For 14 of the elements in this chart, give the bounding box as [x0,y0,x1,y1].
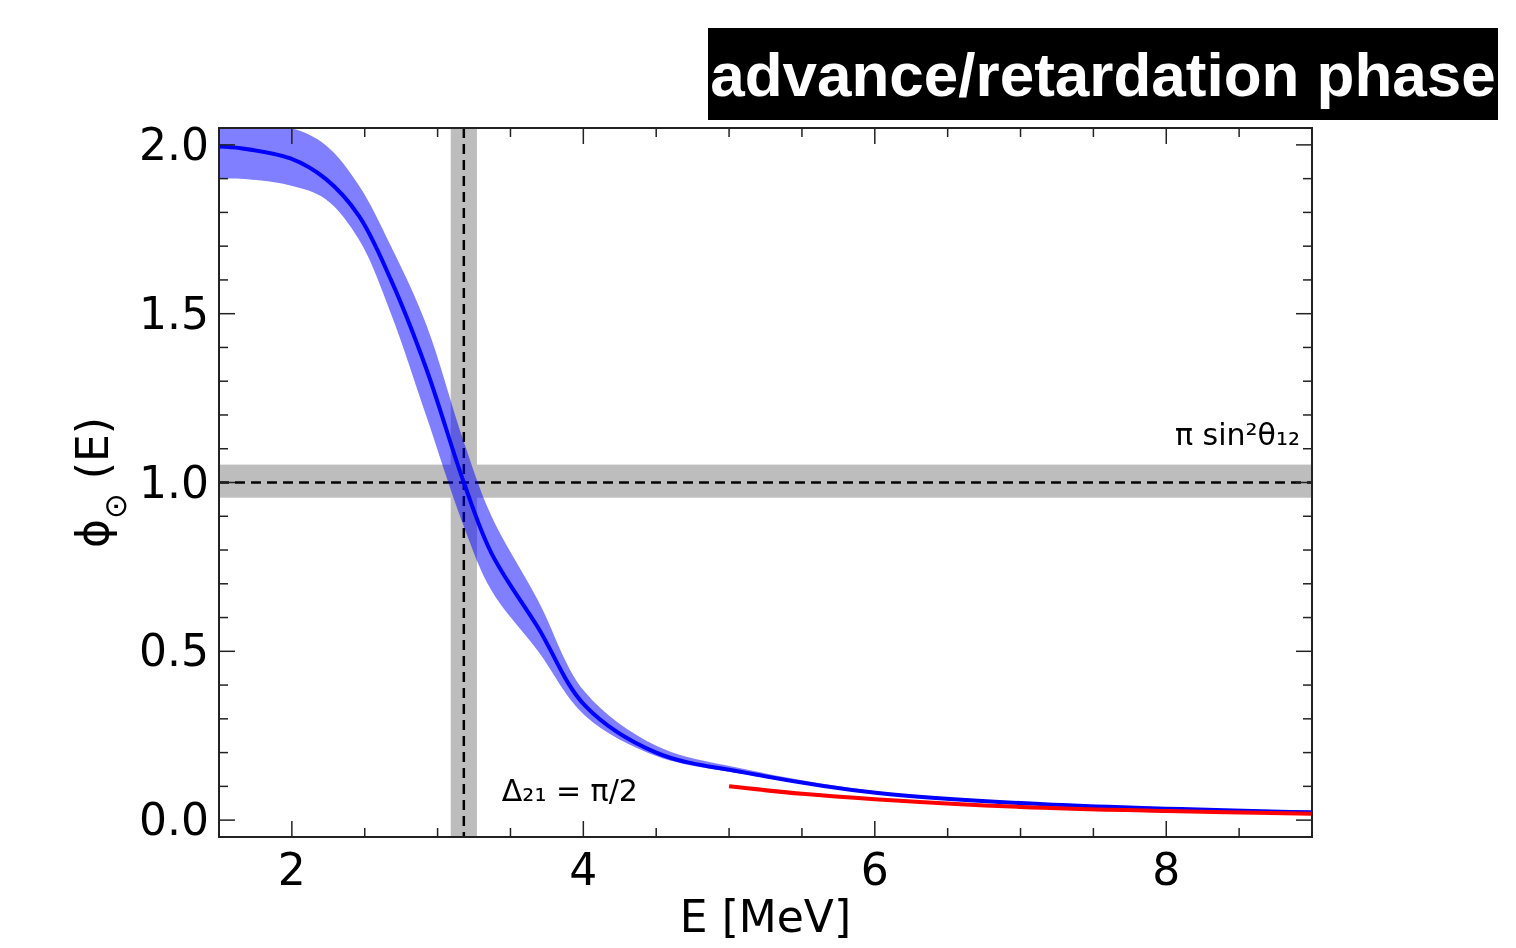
y-tick-label: 1.0 [139,456,209,508]
x-tick-label: 8 [1152,844,1181,895]
y-tick-label: 0.5 [139,625,209,677]
x-tick-label: 2 [277,844,306,895]
x-tick-label: 6 [860,844,889,895]
y-tick-label: 1.5 [139,287,209,339]
chart-title: advance/retardation phase [710,40,1496,109]
y-tick-label: 2.0 [139,118,209,170]
x-tick-label: 4 [569,844,598,895]
x-axis-title: E [MeV] [679,891,852,942]
text: 0.0 [139,794,209,846]
line-series [727,784,1312,816]
ref-line-label: Δ₂₁ = π/2 [501,773,638,808]
ref-line-label: π sin²θ₁₂ [1174,416,1300,452]
